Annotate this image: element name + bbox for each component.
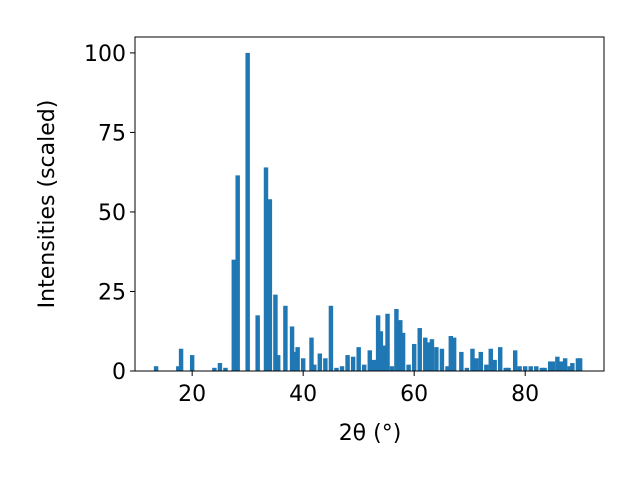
bar — [356, 347, 361, 371]
bar — [189, 355, 195, 371]
bar — [295, 347, 300, 371]
bar — [577, 358, 583, 371]
bar — [223, 367, 228, 371]
bar — [439, 348, 445, 371]
bar — [406, 364, 411, 371]
y-tick-label: 75 — [98, 121, 126, 146]
bar — [245, 52, 250, 372]
bar — [506, 367, 511, 371]
bar — [309, 337, 314, 371]
x-tick-label: 40 — [289, 382, 317, 407]
bar — [328, 305, 334, 371]
bar — [255, 315, 260, 371]
bar — [445, 366, 450, 371]
bar — [350, 356, 356, 371]
bar — [375, 315, 381, 371]
y-tick-label: 100 — [84, 42, 126, 67]
bar — [434, 347, 439, 371]
bar — [235, 175, 240, 371]
bar — [562, 358, 568, 371]
bar — [317, 353, 323, 371]
bar — [426, 342, 431, 371]
bar — [459, 351, 464, 371]
bar — [231, 259, 237, 371]
bar — [567, 366, 572, 371]
plot-area — [153, 52, 583, 372]
bar — [289, 326, 295, 371]
bar — [267, 199, 273, 371]
bar — [512, 350, 518, 371]
bar — [550, 361, 556, 371]
bar — [478, 351, 484, 371]
bar — [528, 366, 533, 371]
bar — [275, 355, 281, 371]
x-tick-label: 80 — [511, 382, 539, 407]
bar — [334, 367, 339, 371]
bar — [212, 367, 217, 371]
bar — [539, 367, 545, 371]
x-tick-label: 20 — [178, 382, 206, 407]
bar — [312, 364, 317, 371]
bar — [451, 337, 457, 371]
bar — [178, 348, 184, 371]
x-tick-label: 60 — [400, 382, 428, 407]
bar — [559, 361, 564, 371]
bar — [400, 332, 406, 371]
bar — [448, 336, 454, 371]
bar — [385, 313, 390, 371]
y-tick-label: 25 — [98, 280, 126, 305]
bar — [423, 337, 428, 371]
bar — [273, 294, 278, 371]
bar — [555, 356, 560, 371]
bar — [429, 339, 435, 371]
bar — [292, 351, 298, 371]
bar — [522, 366, 528, 371]
bar — [339, 366, 345, 371]
bar — [547, 361, 553, 371]
bar — [398, 320, 403, 371]
bar — [153, 366, 159, 371]
bar — [492, 359, 497, 371]
axes-frame — [134, 36, 605, 372]
bar — [575, 358, 581, 371]
bar — [323, 358, 328, 371]
y-tick-label: 0 — [112, 360, 126, 385]
bar — [300, 358, 306, 371]
x-axis-label: 2θ (°) — [339, 421, 402, 446]
bar — [176, 366, 181, 371]
bar — [570, 363, 575, 371]
bar — [263, 167, 269, 371]
bar — [411, 343, 417, 371]
bar — [362, 364, 367, 371]
bar — [371, 359, 377, 371]
bar — [381, 345, 387, 371]
bar — [488, 348, 493, 371]
bar — [497, 347, 503, 371]
y-axis-label: Intensities (scaled) — [35, 100, 60, 309]
bar — [534, 366, 539, 371]
bar — [484, 364, 489, 371]
bar — [283, 305, 288, 371]
bar — [474, 358, 479, 371]
bar — [464, 367, 470, 371]
bar — [345, 355, 350, 371]
bar — [517, 366, 522, 371]
bar — [470, 348, 475, 371]
bar — [378, 331, 384, 371]
bar — [217, 363, 223, 371]
y-tick-label: 50 — [98, 201, 126, 226]
bar — [389, 366, 395, 371]
bar — [367, 350, 372, 371]
bar — [417, 328, 422, 371]
bar — [503, 367, 508, 371]
bar — [542, 367, 547, 371]
bar — [394, 308, 399, 371]
